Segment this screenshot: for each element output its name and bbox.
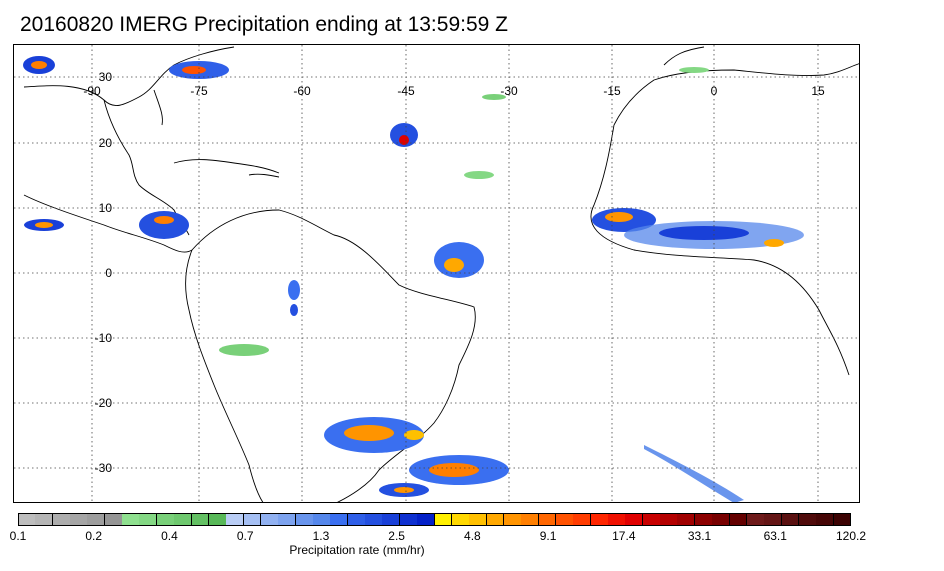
colorbar-swatch (191, 513, 210, 526)
latitude-label: 30 (99, 70, 113, 84)
colorbar-tick-label: 63.1 (763, 529, 787, 543)
colorbar-swatch (764, 513, 783, 526)
colorbar-tick-label: 33.1 (687, 529, 712, 543)
longitude-label: -90 (83, 84, 101, 98)
colorbar-tick-label: 2.5 (388, 529, 405, 543)
map-title: 20160820 IMERG Precipitation ending at 1… (20, 13, 508, 36)
colorbar-tick-label: 4.8 (464, 529, 481, 543)
colorbar-tick-label: 17.4 (612, 529, 636, 543)
latitude-label: 0 (105, 266, 112, 280)
colorbar-swatch (729, 513, 748, 526)
colorbar-outline (18, 513, 851, 526)
colorbar-tick-label: 0.1 (9, 529, 27, 543)
colorbar-swatch (625, 513, 644, 526)
colorbar-swatch (712, 513, 730, 526)
latitude-label: 20 (99, 136, 113, 150)
colorbar-swatch (816, 513, 835, 526)
colorbar-swatch (417, 513, 435, 526)
colorbar-swatch (677, 513, 696, 526)
colorbar (18, 513, 852, 526)
colorbar-tick-label: 9.1 (539, 529, 557, 543)
longitude-label: 0 (711, 84, 718, 98)
latitude-label: -20 (95, 396, 113, 410)
colorbar-swatch (52, 513, 71, 526)
map-canvas: -90 -75 -60 -45 -30 -15 0 15 30 20 10 0 -10 -20 -30 (14, 45, 859, 502)
colorbar-swatch (35, 513, 54, 526)
colorbar-swatch (555, 513, 574, 526)
colorbar-swatch (781, 513, 800, 526)
colorbar-swatch (104, 513, 123, 526)
colorbar-title: Precipitation rate (mm/hr) (289, 543, 425, 557)
longitude-label: -75 (190, 84, 208, 98)
colorbar-swatch (503, 513, 522, 526)
colorbar-tick-label: 0.2 (85, 529, 103, 543)
colorbar-swatch (208, 513, 227, 526)
longitude-label: 15 (811, 84, 825, 98)
longitude-label: -45 (397, 84, 415, 98)
precipitation-map: -90 -75 -60 -45 -30 -15 0 15 30 20 10 0 -10 -20 -30 (13, 44, 860, 503)
colorbar-swatch (243, 513, 262, 526)
colorbar-tick-label: 120.2 (835, 529, 867, 543)
colorbar-tick-label: 0.4 (161, 529, 178, 543)
graticule: -90 -75 -60 -45 -30 -15 0 15 30 20 10 0 -10 -20 -30 (14, 45, 859, 502)
longitude-label: -60 (293, 84, 311, 98)
longitude-label: -15 (603, 84, 621, 98)
colorbar-swatch (365, 513, 383, 526)
latitude-label: 10 (99, 201, 113, 215)
colorbar-swatch (469, 513, 488, 526)
colorbar-swatch (451, 513, 470, 526)
colorbar-swatch (313, 513, 331, 526)
colorbar-swatch (399, 513, 418, 526)
latitude-label: -10 (95, 331, 113, 345)
colorbar-swatch (139, 513, 158, 526)
colorbar-swatch (295, 513, 314, 526)
colorbar-swatch (87, 513, 106, 526)
colorbar-swatch (521, 513, 540, 526)
colorbar-swatch (660, 513, 678, 526)
colorbar-tick-label: 0.7 (236, 529, 254, 543)
colorbar-tick-label: 1.3 (312, 529, 330, 543)
longitude-label: -30 (500, 84, 518, 98)
coastlines (23, 46, 859, 502)
colorbar-swatch (347, 513, 366, 526)
colorbar-swatch (260, 513, 279, 526)
precipitation-cells (23, 56, 804, 502)
colorbar-swatch (608, 513, 626, 526)
colorbar-swatch (573, 513, 592, 526)
latitude-label: -30 (95, 461, 113, 475)
colorbar-swatch (156, 513, 175, 526)
